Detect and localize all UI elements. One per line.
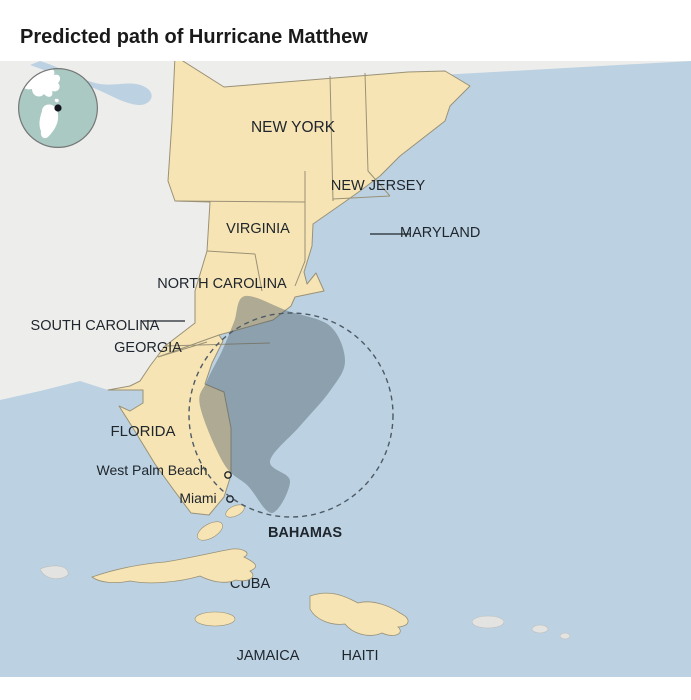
svg-text:Miami: Miami bbox=[179, 490, 216, 506]
svg-text:SOUTH CAROLINA: SOUTH CAROLINA bbox=[31, 318, 160, 334]
svg-text:FLORIDA: FLORIDA bbox=[110, 423, 175, 440]
svg-text:NORTH CAROLINA: NORTH CAROLINA bbox=[157, 276, 287, 292]
svg-text:BAHAMAS: BAHAMAS bbox=[268, 525, 342, 541]
svg-text:GEORGIA: GEORGIA bbox=[114, 340, 182, 356]
svg-text:VIRGINIA: VIRGINIA bbox=[226, 221, 290, 237]
svg-text:West Palm Beach: West Palm Beach bbox=[96, 462, 207, 478]
svg-text:NEW JERSEY: NEW JERSEY bbox=[331, 178, 426, 194]
svg-text:JAMAICA: JAMAICA bbox=[237, 648, 300, 664]
svg-text:HAITI: HAITI bbox=[341, 648, 378, 664]
svg-text:NEW YORK: NEW YORK bbox=[251, 119, 336, 136]
svg-text:MARYLAND: MARYLAND bbox=[400, 225, 480, 241]
